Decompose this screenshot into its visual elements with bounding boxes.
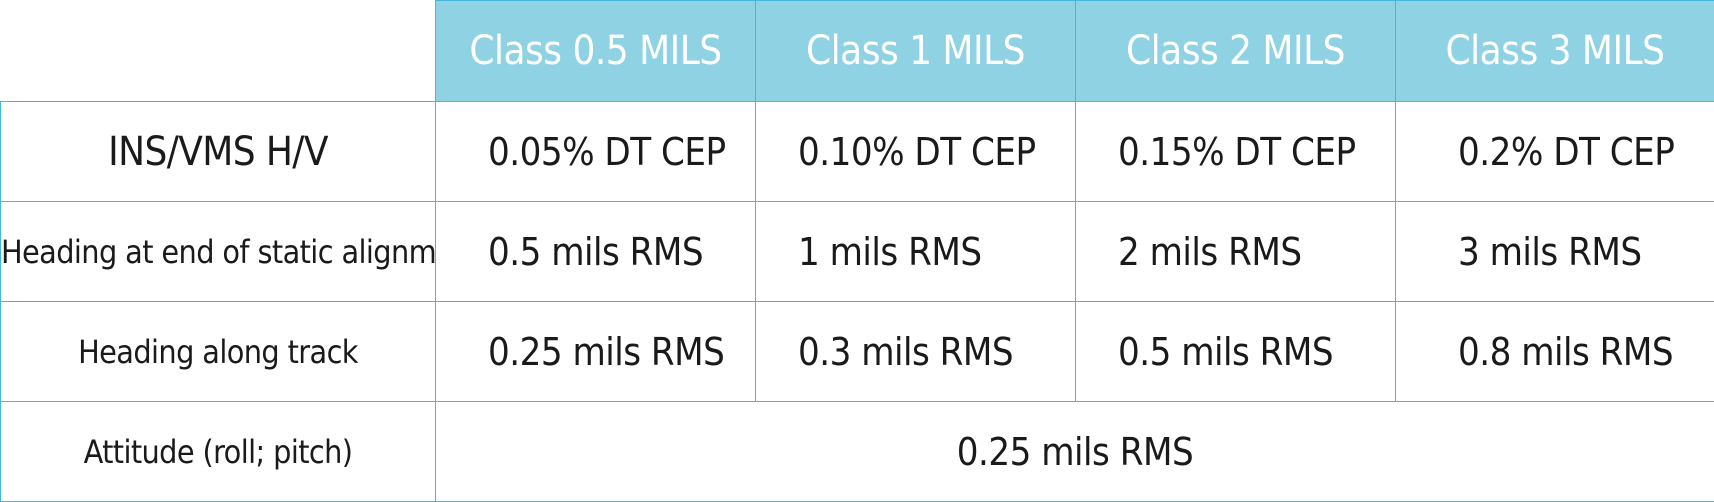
table-row: Heading at end of static alignment 0.5 m… xyxy=(0,201,1714,302)
table-cell: 0.2% DT CEP xyxy=(1395,101,1714,202)
table-row: INS/VMS H/V 0.05% DT CEP 0.10% DT CEP 0.… xyxy=(0,101,1714,202)
table-cell: 1 mils RMS xyxy=(755,201,1076,302)
table-cell: 0.8 mils RMS xyxy=(1395,301,1714,402)
table-cell: 0.5 mils RMS xyxy=(1075,301,1396,402)
row-label-heading-static-alignment: Heading at end of static alignment xyxy=(0,201,436,302)
row-label-heading-along-track: Heading along track xyxy=(0,301,436,402)
table-cell: 0.5 mils RMS xyxy=(435,201,756,302)
table-row: Attitude (roll; pitch) 0.25 mils RMS xyxy=(0,401,1714,502)
table-cell: 0.25 mils RMS xyxy=(435,301,756,402)
row-label-attitude: Attitude (roll; pitch) xyxy=(0,401,436,502)
header-corner-cell xyxy=(0,0,436,102)
table-cell: 2 mils RMS xyxy=(1075,201,1396,302)
table-cell: 0.3 mils RMS xyxy=(755,301,1076,402)
table-cell: 0.10% DT CEP xyxy=(755,101,1076,202)
table-header-row: Class 0.5 MILS Class 1 MILS Class 2 MILS… xyxy=(0,0,1714,102)
column-header-class-2: Class 2 MILS xyxy=(1075,0,1396,102)
table-cell: 3 mils RMS xyxy=(1395,201,1714,302)
table-cell: 0.15% DT CEP xyxy=(1075,101,1396,202)
column-header-class-1: Class 1 MILS xyxy=(755,0,1076,102)
column-header-class-3: Class 3 MILS xyxy=(1395,0,1714,102)
table-cell: 0.05% DT CEP xyxy=(435,101,756,202)
table-row: Heading along track 0.25 mils RMS 0.3 mi… xyxy=(0,301,1714,402)
merged-attitude-value: 0.25 mils RMS xyxy=(435,401,1714,502)
row-label-ins-vms: INS/VMS H/V xyxy=(0,101,436,202)
column-header-class-0-5: Class 0.5 MILS xyxy=(435,0,756,102)
